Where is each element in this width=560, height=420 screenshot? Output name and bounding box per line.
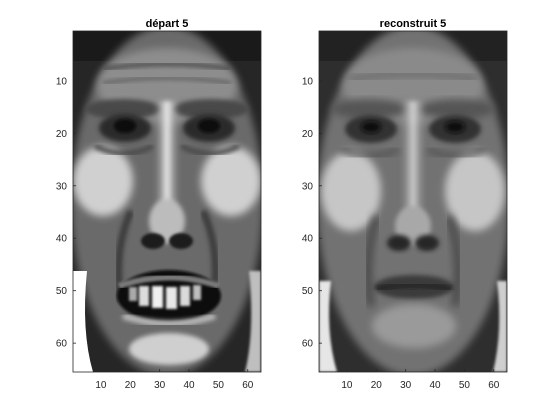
x-tick-label: 30: [154, 380, 166, 391]
x-tick-label: 50: [459, 380, 471, 391]
face-image-original: [73, 31, 261, 372]
x-tick-label: 20: [125, 380, 137, 391]
y-tick-label: 20: [56, 129, 68, 140]
x-tick-label: 10: [95, 380, 107, 391]
axes-frame-original: [72, 30, 262, 373]
ticks-reconstructed: 10 20 30 40 50 60 10 20 30 40 50 60: [302, 76, 500, 391]
ticks-original: 10 20 30 40 50 60 10 20 30 40 50 60: [56, 76, 254, 391]
plot-reconstructed: reconstruit 5: [302, 18, 508, 391]
x-tick-label: 50: [213, 380, 225, 391]
x-tick-label: 20: [371, 380, 383, 391]
x-tick-label: 40: [183, 380, 195, 391]
y-tick-label: 10: [302, 76, 314, 87]
y-tick-label: 20: [302, 129, 314, 140]
x-tick-label: 40: [429, 380, 441, 391]
y-tick-label: 60: [302, 339, 314, 350]
y-tick-label: 50: [302, 286, 314, 297]
y-tick-label: 50: [56, 286, 68, 297]
plot-original: départ 5: [56, 18, 262, 391]
y-tick-label: 30: [56, 181, 68, 192]
y-tick-label: 40: [56, 234, 68, 245]
title-original: départ 5: [146, 18, 189, 30]
y-tick-label: 60: [56, 339, 68, 350]
y-tick-label: 40: [302, 234, 314, 245]
x-tick-label: 30: [400, 380, 412, 391]
x-tick-label: 60: [242, 380, 254, 391]
x-tick-label: 60: [488, 380, 500, 391]
y-tick-label: 10: [56, 76, 68, 87]
title-reconstructed: reconstruit 5: [380, 18, 447, 30]
x-tick-label: 10: [341, 380, 353, 391]
axes-frame-reconstructed: [318, 30, 508, 373]
y-tick-label: 30: [302, 181, 314, 192]
face-image-reconstructed: [319, 31, 507, 372]
